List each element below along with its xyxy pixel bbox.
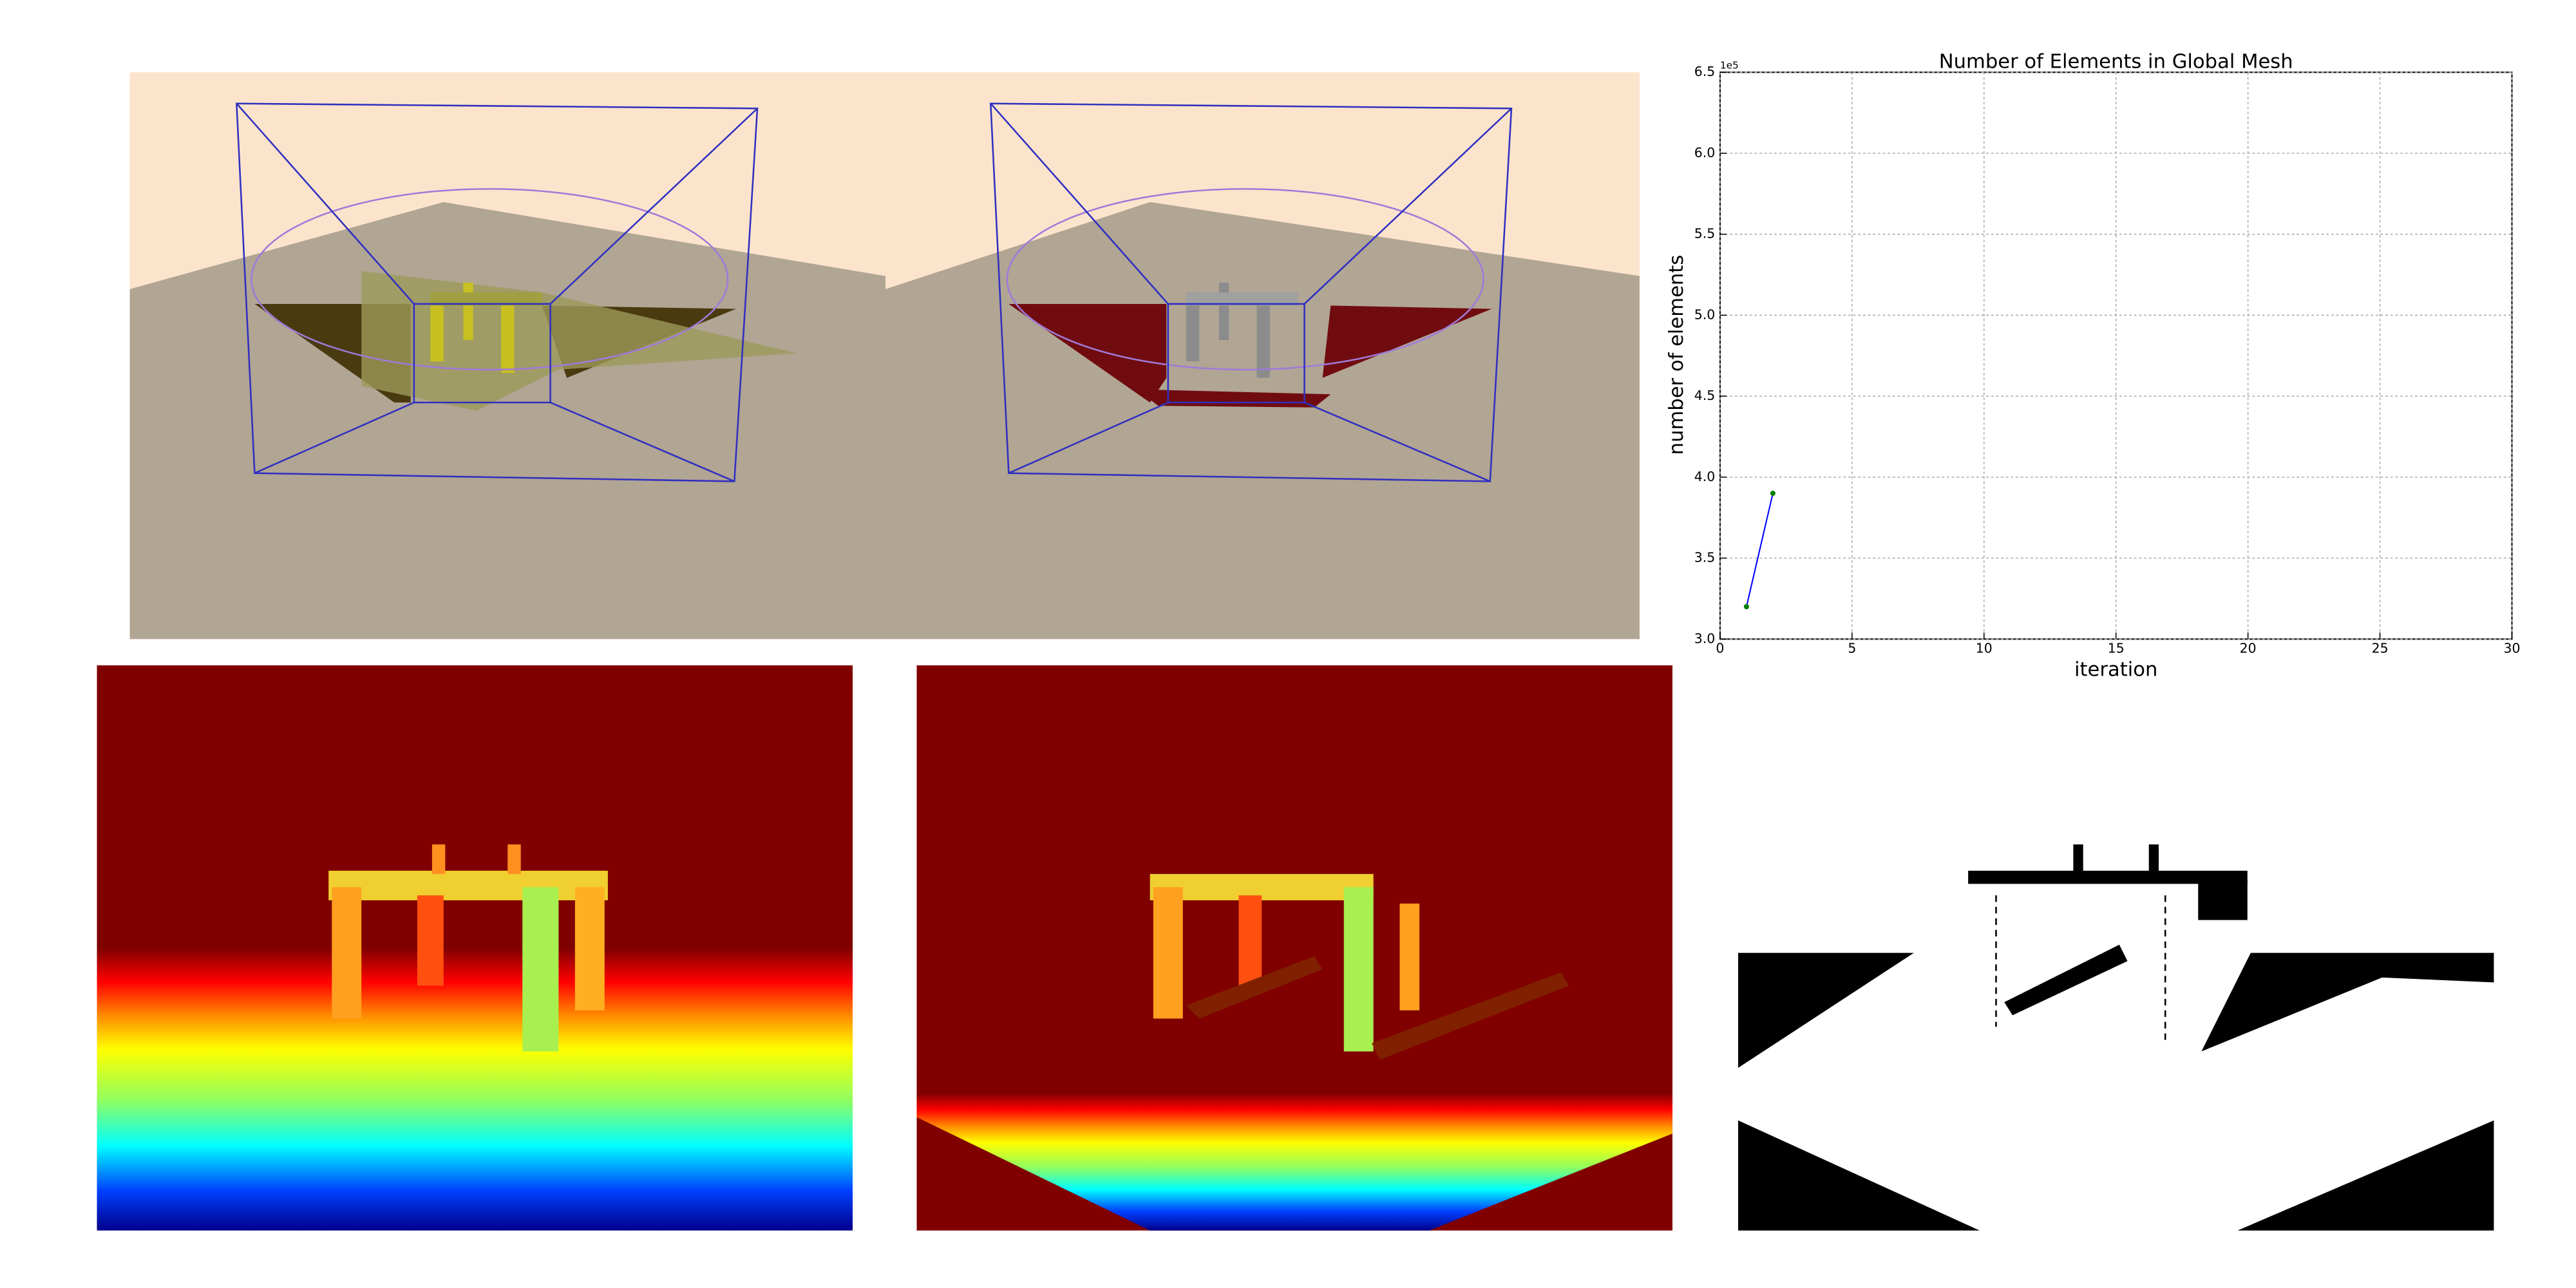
render-view-shape — [989, 102, 1513, 482]
x-tick-label: 15 — [2108, 641, 2125, 656]
render-view-shape — [1186, 292, 1298, 306]
y-tick-label: 4.0 — [1694, 469, 1715, 484]
series-line — [1745, 493, 1774, 607]
depth-map-shape — [417, 895, 444, 986]
x-tick-label: 20 — [2240, 641, 2257, 656]
depth-map-shape — [1186, 956, 1323, 1019]
render-view — [129, 72, 886, 639]
mask-image-shape — [1968, 871, 2248, 884]
render-view-shape — [430, 292, 444, 362]
mask-image-shape — [1738, 952, 1914, 1068]
render-view-shape — [236, 102, 759, 482]
data-point — [1743, 603, 1749, 610]
render-view-shape — [1304, 401, 1491, 482]
chart: Number of Elements in Global Mesh iterat… — [1665, 50, 2520, 681]
y-tick-label: 3.0 — [1694, 630, 1715, 646]
depth-map — [916, 665, 1672, 1231]
y-tick-label: 6.5 — [1694, 64, 1715, 79]
render-view-shape — [1008, 401, 1169, 474]
x-tick-label: 30 — [2504, 641, 2521, 656]
depth-map-shape — [1153, 887, 1183, 1019]
render-view — [886, 72, 1640, 639]
y-tick-label: 4.5 — [1694, 388, 1715, 403]
x-axis-label: iteration — [2074, 658, 2157, 681]
render-view-shape — [129, 202, 886, 639]
depth-map-shape — [507, 844, 521, 875]
depth-map-shape — [332, 887, 362, 1019]
mask-image-shape — [2198, 878, 2248, 920]
depth-map-shape — [1343, 887, 1374, 1052]
x-tick-label: 5 — [1848, 641, 1856, 656]
render-view-shape — [1256, 299, 1270, 378]
render-view-shape — [1006, 188, 1484, 371]
render-view-shape — [549, 108, 758, 305]
render-view-shape — [1186, 292, 1200, 362]
render-view-shape — [463, 282, 473, 341]
y-tick-label: 3.5 — [1694, 550, 1715, 565]
y-tick-label: 5.0 — [1694, 307, 1715, 322]
mask-image — [1738, 665, 2494, 1231]
render-view-shape — [1303, 108, 1512, 305]
depth-map-shape — [97, 665, 853, 1231]
depth-map-shape — [522, 887, 559, 1052]
y-offset-label: 1e5 — [1720, 60, 1739, 71]
render-view-shape — [990, 102, 1169, 305]
render-view-shape — [1009, 303, 1167, 402]
mask-image-shape — [2201, 952, 2494, 1052]
render-view-shape — [1322, 305, 1492, 378]
depth-map-shape — [1399, 904, 1420, 1010]
y-tick-label: 6.0 — [1694, 145, 1715, 160]
render-view-shape — [430, 282, 542, 374]
mask-image-shape — [2004, 944, 2128, 1016]
mask-image-shape — [1738, 1120, 1980, 1231]
mask-image-shape — [2148, 844, 2159, 875]
render-view-shape — [550, 401, 735, 482]
render-view-shape — [251, 188, 729, 371]
render-view-shape — [430, 292, 542, 306]
render-view-shape — [254, 401, 415, 474]
x-tick-label: 10 — [1976, 641, 1993, 656]
data-point — [1770, 490, 1776, 497]
render-view-shape — [501, 299, 515, 374]
mask-image-shape — [2073, 844, 2083, 875]
render-view-shape — [1218, 282, 1229, 341]
depth-map-shape — [574, 887, 605, 1010]
depth-map-shape — [916, 956, 1672, 1231]
depth-map-shape — [431, 844, 446, 875]
depth-map — [97, 665, 853, 1231]
chart-title: Number of Elements in Global Mesh — [1939, 50, 2293, 73]
x-tick-label: 0 — [1716, 641, 1724, 656]
y-axis-label: number of elements — [1665, 255, 1688, 455]
depth-map-shape — [1372, 972, 1569, 1060]
render-view-shape — [1186, 282, 1298, 378]
render-view-shape — [236, 102, 415, 305]
y-tick-label: 5.5 — [1694, 226, 1715, 242]
depth-map-shape — [328, 871, 608, 900]
mask-image-shape — [2237, 1120, 2494, 1231]
depth-map-shape — [1238, 895, 1262, 986]
x-tick-label: 25 — [2372, 641, 2389, 656]
